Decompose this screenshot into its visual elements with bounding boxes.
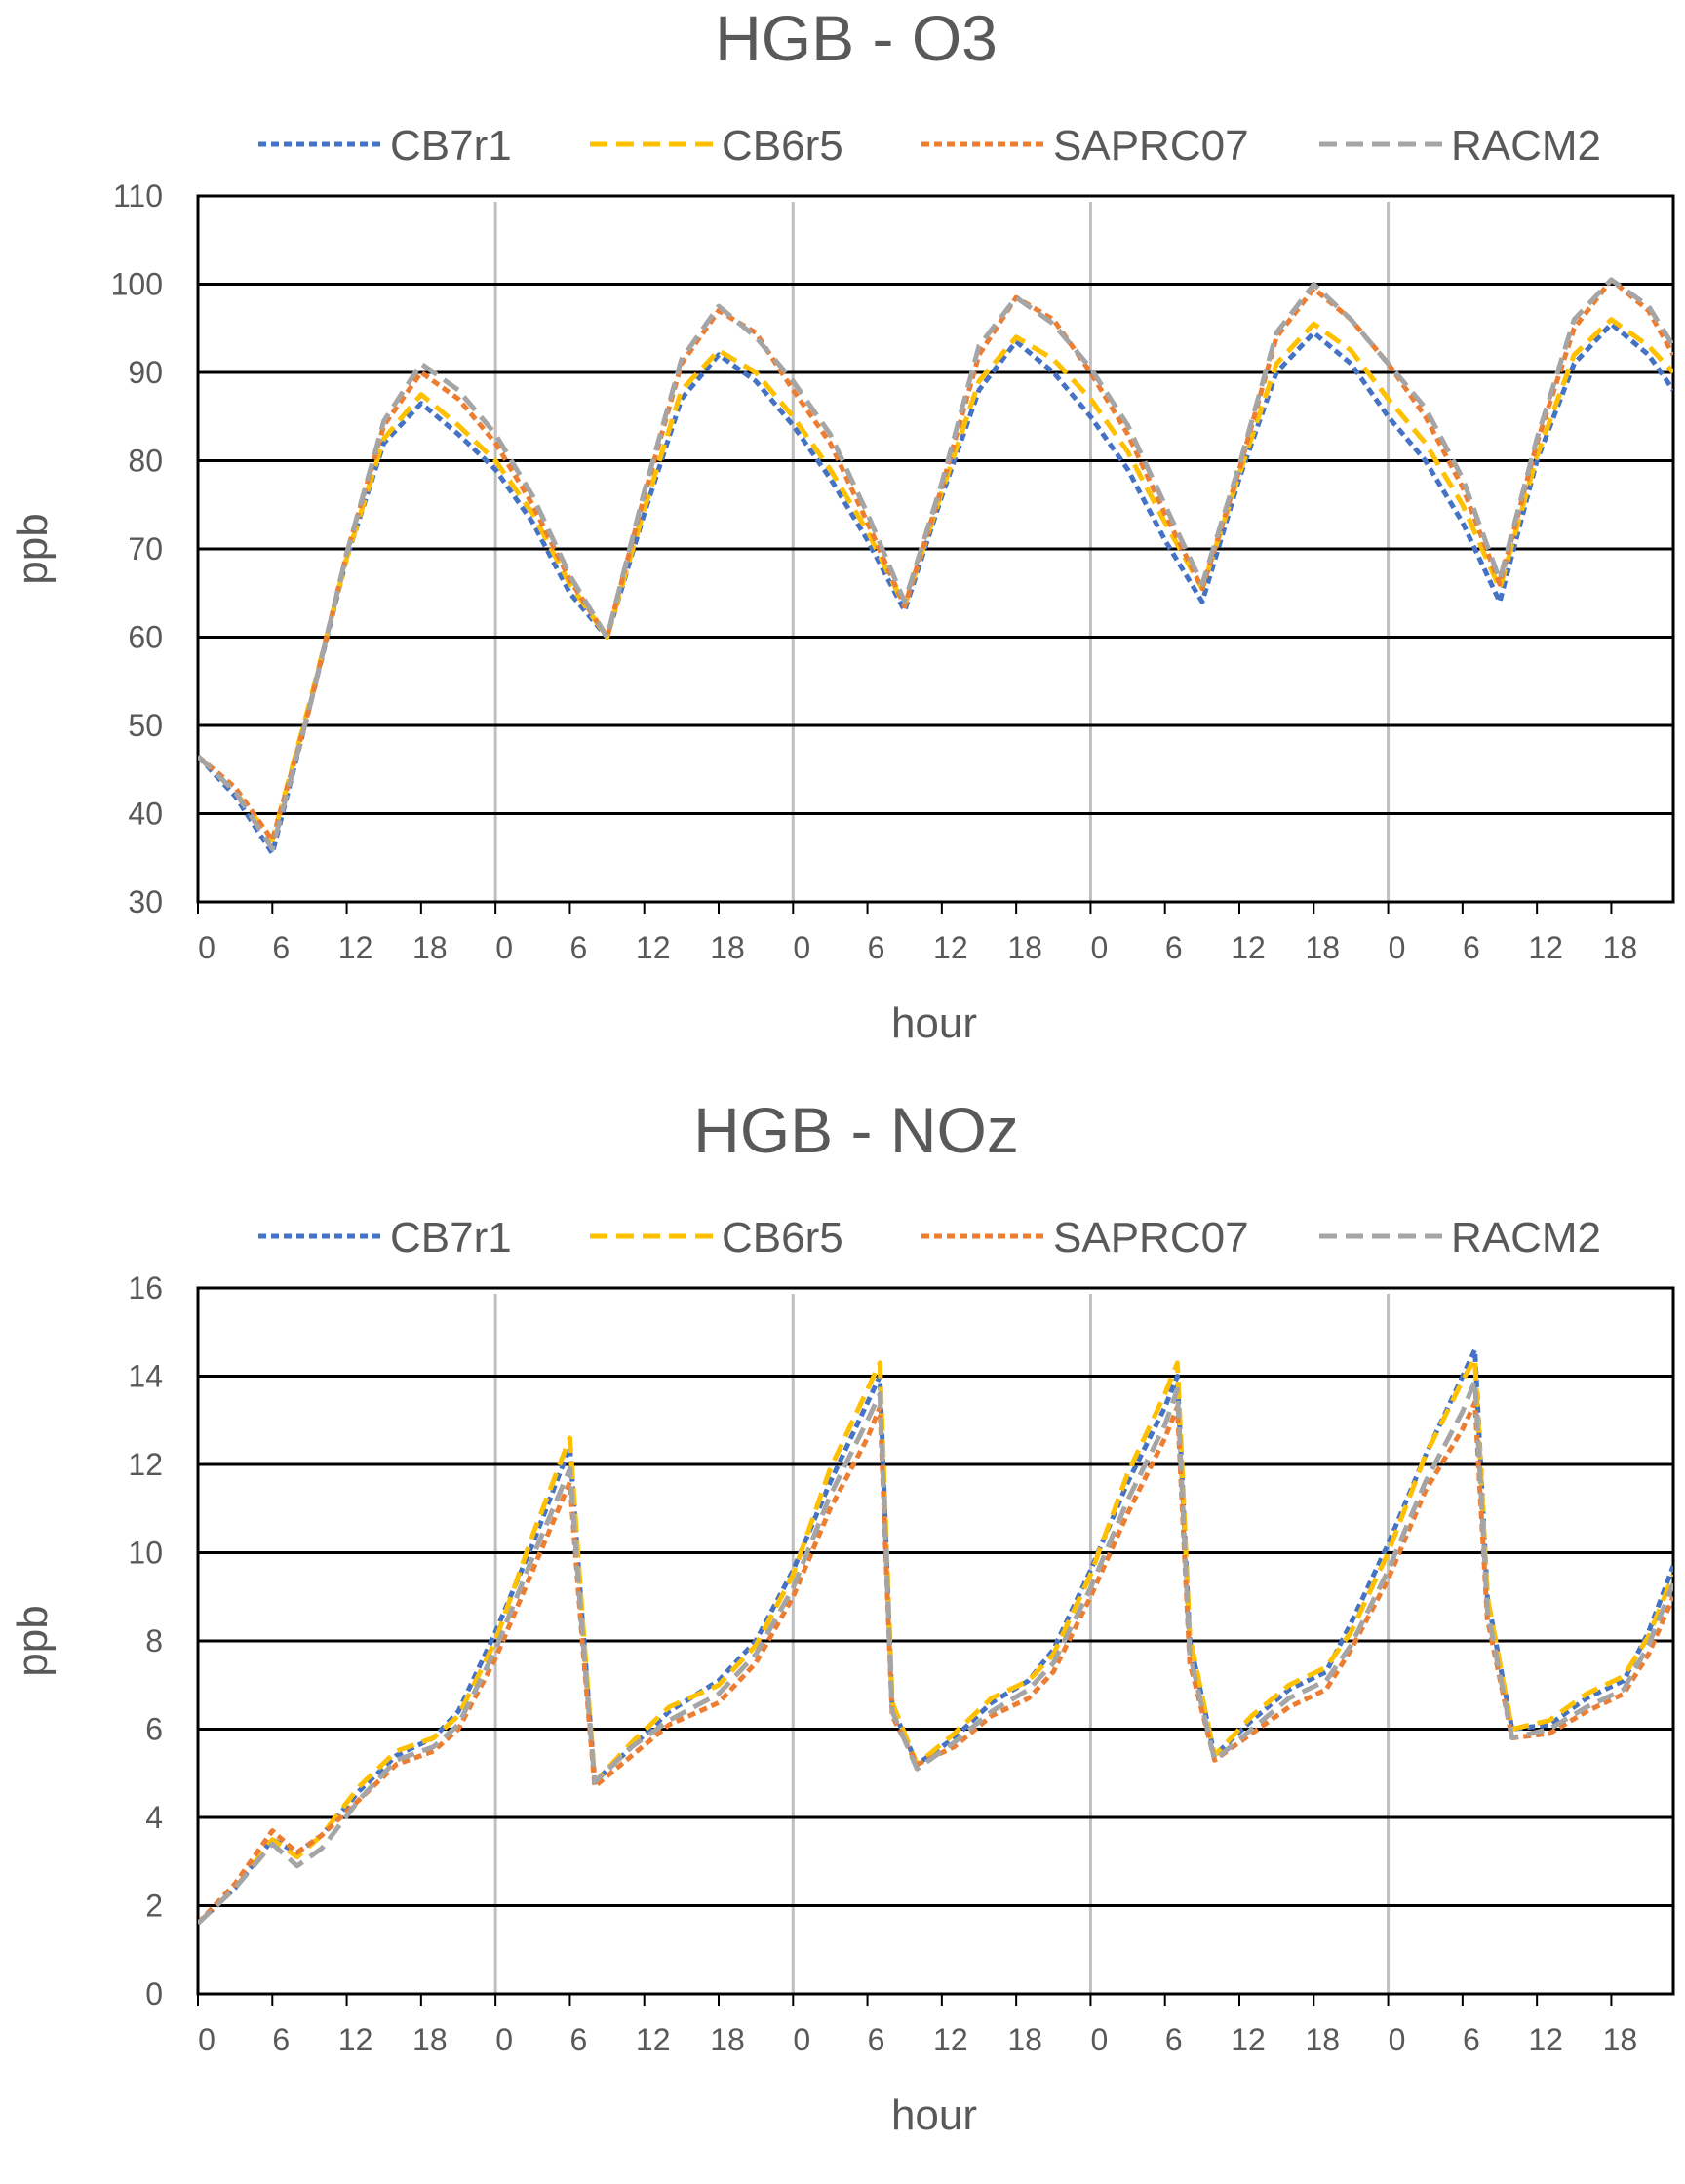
noz-x-tick-label: 6 — [1165, 2022, 1183, 2057]
noz-chart: HGB - NOz CB7r1 CB6r5 SAPRC07 RACM2 0 2 4 6 8 10 12… — [0, 1092, 1685, 2184]
noz-x-tick-label: 12 — [933, 2022, 968, 2057]
noz-x-tick-label: 0 — [198, 2022, 216, 2057]
o3-x-tick-label: 6 — [570, 930, 588, 965]
o3-series-line-racm2 — [198, 277, 1673, 852]
noz-x-tick-label: 6 — [272, 2022, 290, 2057]
o3-legend-label-cb6r5: CB6r5 — [722, 122, 843, 170]
o3-y-tick-label: 80 — [128, 444, 163, 479]
o3-x-tick-label: 0 — [1091, 930, 1109, 965]
o3-series-line-saprc07 — [198, 277, 1673, 843]
noz-y-tick-label: 4 — [145, 1800, 163, 1835]
o3-legend-item-cb6r5: CB6r5 — [590, 122, 843, 170]
noz-y-tick-label: 6 — [145, 1712, 163, 1747]
o3-x-tick-label: 6 — [1165, 930, 1183, 965]
o3-x-tick-label: 12 — [1231, 930, 1266, 965]
noz-x-tick-label: 18 — [710, 2022, 745, 2057]
noz-x-tick-label: 18 — [1603, 2022, 1638, 2057]
o3-y-tick-label: 100 — [111, 267, 163, 302]
noz-x-tick-label: 12 — [636, 2022, 671, 2057]
noz-chart-svg: HGB - NOz CB7r1 CB6r5 SAPRC07 RACM2 0 2 4 6 8 10 12… — [9, 1094, 1675, 2139]
noz-x-tick-label: 6 — [868, 2022, 885, 2057]
noz-series-line-racm2 — [198, 1378, 1673, 1926]
noz-x-tick-label: 0 — [1091, 2022, 1109, 2057]
o3-y-tick-label: 50 — [128, 708, 163, 743]
noz-x-tick-label: 12 — [338, 2022, 373, 2057]
noz-legend-item-cb7r1: CB7r1 — [258, 1214, 512, 1262]
o3-series-line-cb6r5 — [198, 317, 1673, 843]
noz-x-tick-label: 18 — [412, 2022, 448, 2057]
o3-x-tick-label: 6 — [868, 930, 885, 965]
o3-y-tick-label: 90 — [128, 355, 163, 390]
o3-x-tick-label: 18 — [412, 930, 448, 965]
noz-x-tick-label: 6 — [1463, 2022, 1480, 2057]
o3-x-tick-label: 18 — [1603, 930, 1638, 965]
o3-legend-label-saprc07: SAPRC07 — [1053, 122, 1249, 170]
o3-x-tick-label: 12 — [338, 930, 373, 965]
o3-x-tick-label: 18 — [1305, 930, 1340, 965]
noz-legend-item-cb6r5: CB6r5 — [590, 1214, 843, 1262]
noz-x-tick-label: 0 — [793, 2022, 810, 2057]
noz-y-tick-label: 8 — [145, 1623, 163, 1658]
o3-x-tick-label: 12 — [1528, 930, 1563, 965]
o3-y-axis-title: ppb — [9, 513, 57, 584]
o3-x-tick-label: 18 — [1007, 930, 1042, 965]
o3-y-tick-label: 40 — [128, 797, 163, 832]
o3-legend-label-cb7r1: CB7r1 — [390, 122, 512, 170]
o3-x-tick-label: 0 — [793, 930, 810, 965]
o3-y-tick-label: 60 — [128, 620, 163, 655]
noz-x-tick-label: 18 — [1007, 2022, 1042, 2057]
o3-x-tick-label: 0 — [198, 930, 216, 965]
noz-x-tick-label: 0 — [495, 2022, 513, 2057]
noz-x-tick-label: 6 — [570, 2022, 588, 2057]
o3-chart: HGB - O3 CB7r1 CB6r5 SAPRC07 RACM2 30 40 50 60 70… — [9, 2, 1675, 1047]
noz-x-axis-title: hour — [891, 2091, 977, 2139]
o3-y-tick-label: 110 — [113, 178, 163, 214]
noz-y-tick-label: 16 — [128, 1270, 163, 1306]
o3-series-line-cb7r1 — [198, 321, 1673, 856]
o3-x-axis-title: hour — [891, 999, 977, 1047]
noz-y-tick-label: 0 — [145, 1976, 163, 2011]
noz-legend-item-saprc07: SAPRC07 — [921, 1214, 1249, 1262]
noz-legend-label-racm2: RACM2 — [1451, 1214, 1601, 1262]
noz-x-tick-label: 12 — [1231, 2022, 1266, 2057]
o3-legend-item-cb7r1: CB7r1 — [258, 122, 512, 170]
o3-series-group — [198, 277, 1673, 856]
noz-plot-frame — [196, 1286, 1675, 1996]
noz-series-line-saprc07 — [198, 1400, 1673, 1926]
o3-x-tick-label: 18 — [710, 930, 745, 965]
noz-legend-label-saprc07: SAPRC07 — [1053, 1214, 1249, 1262]
noz-legend-label-cb7r1: CB7r1 — [390, 1214, 512, 1262]
o3-x-tick-label: 12 — [933, 930, 968, 965]
o3-x-tick-label: 12 — [636, 930, 671, 965]
o3-x-tick-label: 6 — [272, 930, 290, 965]
noz-legend-item-racm2: RACM2 — [1319, 1214, 1601, 1262]
o3-x-tick-label: 6 — [1463, 930, 1480, 965]
noz-y-tick-label: 12 — [128, 1447, 163, 1482]
noz-y-tick-label: 14 — [128, 1359, 163, 1394]
noz-x-tick-label: 0 — [1389, 2022, 1406, 2057]
noz-series-group — [198, 1346, 1673, 1926]
o3-x-tick-label: 0 — [495, 930, 513, 965]
o3-legend-item-saprc07: SAPRC07 — [921, 122, 1249, 170]
o3-legend-label-racm2: RACM2 — [1451, 122, 1601, 170]
noz-y-axis-title: ppb — [9, 1605, 57, 1676]
o3-y-tick-label: 70 — [128, 531, 163, 566]
noz-chart-title: HGB - NOz — [693, 1094, 1019, 1166]
o3-chart-title: HGB - O3 — [715, 2, 998, 74]
o3-x-tick-label: 0 — [1389, 930, 1406, 965]
noz-x-tick-label: 12 — [1528, 2022, 1563, 2057]
o3-y-tick-label: 30 — [128, 884, 163, 919]
noz-series-line-cb6r5 — [198, 1355, 1673, 1926]
o3-legend-item-racm2: RACM2 — [1319, 122, 1601, 170]
noz-legend-label-cb6r5: CB6r5 — [722, 1214, 843, 1262]
noz-y-tick-label: 2 — [145, 1889, 163, 1924]
noz-x-tick-label: 18 — [1305, 2022, 1340, 2057]
o3-plot-frame — [196, 194, 1675, 904]
noz-y-tick-label: 10 — [128, 1536, 163, 1571]
